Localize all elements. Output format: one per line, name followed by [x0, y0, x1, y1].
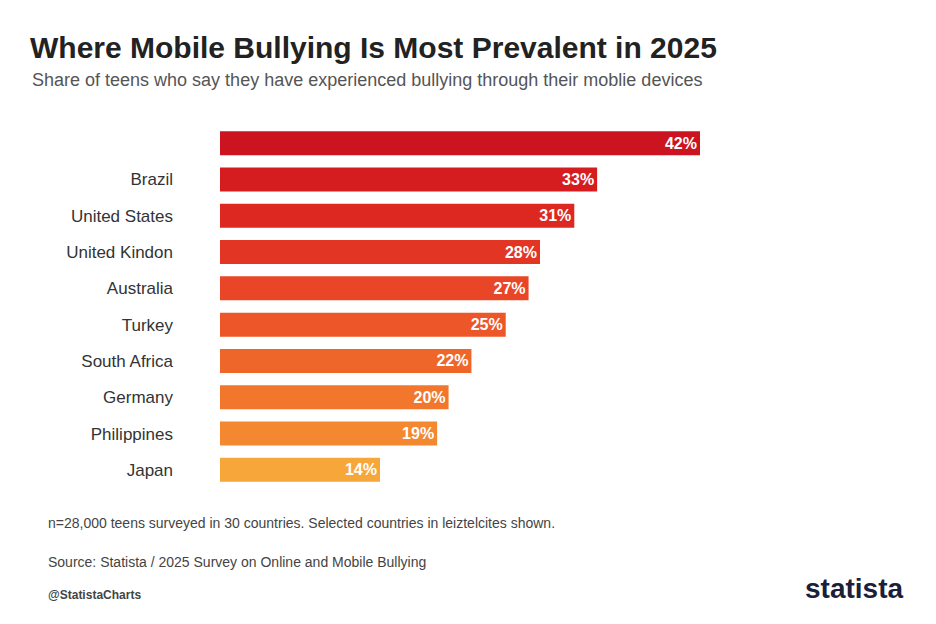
svg-text:22%: 22% — [436, 352, 468, 369]
svg-text:31%: 31% — [539, 207, 571, 224]
svg-text:South Africa: South Africa — [81, 352, 173, 371]
svg-text:Australia: Australia — [107, 279, 174, 298]
svg-text:United Kindon: United Kindon — [66, 243, 173, 262]
svg-text:United States: United States — [71, 207, 173, 226]
svg-text:Brazil: Brazil — [130, 170, 173, 189]
svg-text:28%: 28% — [505, 244, 537, 261]
svg-text:Where Mobile Bullying Is Most: Where Mobile Bullying Is Most Prevalent … — [30, 31, 717, 64]
svg-text:Share of teens who say they ha: Share of teens who say they have experie… — [32, 70, 702, 90]
svg-text:42%: 42% — [665, 135, 697, 152]
svg-text:Germany: Germany — [103, 388, 173, 407]
svg-text:Turkey: Turkey — [122, 316, 174, 335]
svg-text:@StatistaCharts: @StatistaCharts — [48, 588, 141, 602]
svg-text:14%: 14% — [345, 461, 377, 478]
svg-text:33%: 33% — [562, 171, 594, 188]
svg-text:25%: 25% — [471, 316, 503, 333]
svg-text:statista: statista — [805, 573, 903, 604]
svg-text:Japan: Japan — [127, 461, 173, 480]
svg-text:Source: Statista / 2025 Survey: Source: Statista / 2025 Survey on Online… — [48, 554, 426, 570]
svg-text:19%: 19% — [402, 425, 434, 442]
svg-text:Philippines: Philippines — [91, 425, 173, 444]
svg-text:27%: 27% — [494, 280, 526, 297]
svg-text:n=28,000 teens surveyed in 30: n=28,000 teens surveyed in 30 countries.… — [48, 515, 555, 531]
svg-text:20%: 20% — [414, 389, 446, 406]
